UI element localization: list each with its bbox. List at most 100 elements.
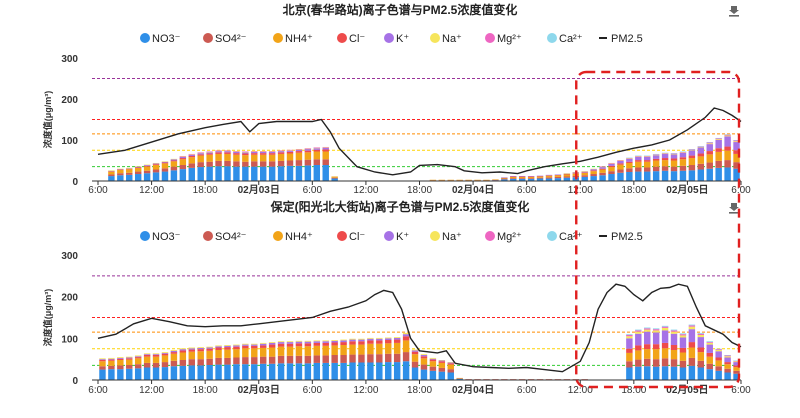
bar-segment-k — [143, 165, 151, 166]
x-tick-label: 18:00 — [407, 185, 432, 196]
bar-segment-k — [134, 166, 142, 168]
bar-segment-k — [527, 176, 535, 177]
bar-segment-no3 — [117, 175, 124, 181]
bar-segment-no3 — [545, 178, 553, 181]
legend-item-nh4[interactable]: NH4⁺ — [273, 231, 313, 243]
bar-segment-nh4 — [697, 352, 705, 361]
bar-segment-na — [215, 150, 222, 152]
bar-segment-cl — [99, 360, 106, 362]
bar-segment-k — [402, 334, 410, 337]
legend-item-mg[interactable]: Mg²⁺ — [485, 231, 522, 243]
bar-segment-nh4 — [402, 340, 410, 353]
bar-segment-no3 — [688, 365, 696, 380]
legend-item-ca[interactable]: Ca²⁺ — [547, 33, 583, 45]
bar-segment-nh4 — [545, 175, 553, 178]
bar-segment-nh4 — [456, 179, 463, 181]
legend-item-na[interactable]: Na⁺ — [430, 231, 462, 243]
download-icon[interactable] — [729, 203, 739, 214]
bar-segment-nh4 — [724, 150, 731, 161]
chart-panel-1: 北京(春华路站)离子色谱与PM2.5浓度值变化 NO3⁻ SO4²⁻ NH4⁺ Cl⁻ K… — [42, 2, 751, 196]
bar-segment-so4 — [527, 178, 535, 179]
bar-segment-ca — [661, 152, 669, 154]
bar-segment-so4 — [188, 163, 195, 168]
bar-segment-k — [679, 152, 687, 158]
download-icon[interactable] — [729, 6, 739, 17]
bar-segment-no3 — [661, 170, 669, 181]
bar-segment-nh4 — [242, 155, 249, 162]
bar-segment-nh4 — [126, 359, 133, 365]
bar-segment-nh4 — [152, 165, 160, 170]
legend-item-no3[interactable]: NO3⁻ — [140, 231, 181, 243]
bar-segment-so4 — [626, 168, 633, 172]
bar-segment-no3 — [670, 171, 678, 181]
bar-segment-so4 — [599, 172, 606, 176]
legend-item-na[interactable]: Na⁺ — [430, 33, 462, 45]
bar-segment-so4 — [242, 357, 249, 365]
bar-segment-nh4 — [635, 350, 642, 360]
bar-segment-so4 — [715, 160, 722, 168]
bar-segment-nh4 — [706, 356, 713, 364]
bar-segment-cl — [724, 362, 731, 365]
bar-segment-so4 — [197, 162, 204, 168]
bar-segment-k — [108, 170, 115, 172]
legend-item-cl[interactable]: Cl⁻ — [337, 33, 365, 45]
bar-segment-no3 — [510, 178, 517, 181]
bar-segment-cl — [706, 352, 713, 357]
bar-segment-mg — [599, 166, 606, 167]
x-tick-label: 12:00 — [353, 185, 378, 196]
bar-segment-so4 — [510, 178, 517, 179]
bar-segment-mg — [206, 151, 213, 152]
bar-segment-cl — [581, 172, 588, 173]
bar-segment-no3 — [161, 367, 169, 380]
legend-item-k[interactable]: K⁺ — [384, 231, 409, 243]
bar-segment-no3 — [197, 167, 204, 181]
bar-segment-nh4 — [188, 157, 195, 164]
bar-segment-ca — [706, 341, 713, 343]
bar-segment-k — [724, 136, 731, 147]
bar-segment-k — [688, 150, 696, 156]
bar-segment-na — [277, 341, 285, 343]
bar-segment-na — [599, 166, 606, 168]
bar-segment-so4 — [483, 379, 490, 380]
bar-segment-k — [224, 151, 231, 153]
bar-segment-nh4 — [474, 179, 481, 181]
bar-segment-cl — [126, 358, 133, 360]
bar-segment-cl — [126, 168, 133, 170]
legend-item-k[interactable]: K⁺ — [384, 33, 409, 45]
bar-segment-so4 — [518, 178, 526, 179]
bar-segment-so4 — [563, 379, 571, 380]
legend-swatch-cl — [337, 33, 347, 43]
bar-segment-nh4 — [644, 161, 651, 168]
bar-segment-no3 — [733, 373, 740, 380]
legend-item-nh4[interactable]: NH4⁺ — [273, 33, 313, 45]
legend-item-no3[interactable]: NO3⁻ — [140, 33, 181, 45]
bar-group — [108, 134, 740, 182]
bar-segment-nh4 — [108, 360, 115, 366]
legend-item-cl[interactable]: Cl⁻ — [337, 231, 365, 243]
bar-segment-na — [581, 171, 588, 172]
bar-segment-cl — [670, 158, 678, 161]
bar-segment-k — [197, 153, 204, 155]
bar-segment-no3 — [242, 166, 249, 181]
bar-segment-so4 — [322, 159, 329, 166]
bar-segment-cl — [644, 160, 651, 162]
chart-title: 保定(阳光北大街站)离子色谱与PM2.5浓度值变化 — [270, 199, 530, 214]
bar-segment-cl — [108, 171, 115, 172]
bar-segment-cl — [652, 158, 660, 161]
legend-swatch-cl — [337, 231, 347, 241]
bar-segment-k — [590, 169, 597, 171]
legend-item-pm25[interactable]: PM2.5 — [599, 231, 643, 243]
legend-label-pm25: PM2.5 — [611, 33, 643, 45]
legend-item-so4[interactable]: SO4²⁻ — [203, 231, 247, 243]
legend-item-mg[interactable]: Mg²⁺ — [485, 33, 522, 45]
bar-segment-mg — [277, 150, 285, 151]
bar-segment-ca — [688, 324, 696, 326]
bar-segment-na — [385, 337, 392, 339]
bar-segment-no3 — [688, 170, 696, 181]
legend-item-so4[interactable]: SO4²⁻ — [203, 33, 247, 45]
y-axis-label: 浓度值(μg/m³) — [42, 91, 53, 149]
legend-label-mg: Mg²⁺ — [497, 231, 522, 243]
legend-item-pm25[interactable]: PM2.5 — [599, 33, 643, 45]
legend-label-no3: NO3⁻ — [152, 231, 181, 243]
